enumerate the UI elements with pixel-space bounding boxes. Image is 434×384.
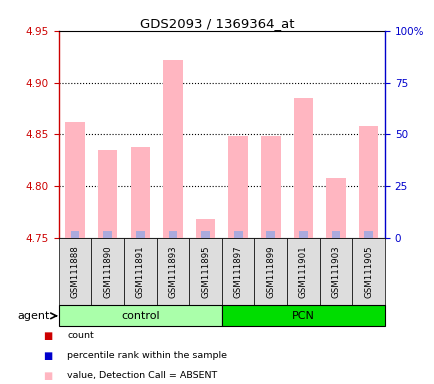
Bar <box>70 231 79 238</box>
Bar <box>228 136 247 238</box>
Text: percentile rank within the sample: percentile rank within the sample <box>67 351 227 361</box>
Text: ■: ■ <box>43 371 53 381</box>
Text: control: control <box>121 311 159 321</box>
Bar <box>260 136 280 238</box>
Bar <box>130 147 150 238</box>
Text: GDS2093 / 1369364_at: GDS2093 / 1369364_at <box>140 17 294 30</box>
Bar <box>298 231 307 238</box>
Bar <box>358 126 378 238</box>
Text: GSM111903: GSM111903 <box>331 245 340 298</box>
Bar <box>103 231 112 238</box>
Bar <box>233 231 242 238</box>
Text: GSM111897: GSM111897 <box>233 245 242 298</box>
Text: ■: ■ <box>43 331 53 341</box>
Bar <box>266 231 275 238</box>
Bar <box>135 231 145 238</box>
Bar <box>293 98 312 238</box>
Text: GSM111888: GSM111888 <box>70 245 79 298</box>
Text: count: count <box>67 331 94 341</box>
Bar <box>331 231 340 238</box>
Bar <box>65 122 85 238</box>
Text: value, Detection Call = ABSENT: value, Detection Call = ABSENT <box>67 371 217 381</box>
Text: GSM111905: GSM111905 <box>363 245 372 298</box>
Bar <box>195 219 215 238</box>
Text: GSM111901: GSM111901 <box>298 245 307 298</box>
Text: GSM111891: GSM111891 <box>135 245 145 298</box>
Bar <box>363 231 372 238</box>
Bar <box>326 178 345 238</box>
Bar <box>168 231 177 238</box>
Text: GSM111890: GSM111890 <box>103 245 112 298</box>
Bar <box>201 231 210 238</box>
Bar <box>98 150 117 238</box>
Text: PCN: PCN <box>291 311 314 321</box>
Bar <box>163 60 182 238</box>
Text: GSM111893: GSM111893 <box>168 245 177 298</box>
Text: agent: agent <box>18 311 50 321</box>
Text: GSM111899: GSM111899 <box>266 245 275 298</box>
Text: GSM111895: GSM111895 <box>201 245 210 298</box>
Text: ■: ■ <box>43 351 53 361</box>
